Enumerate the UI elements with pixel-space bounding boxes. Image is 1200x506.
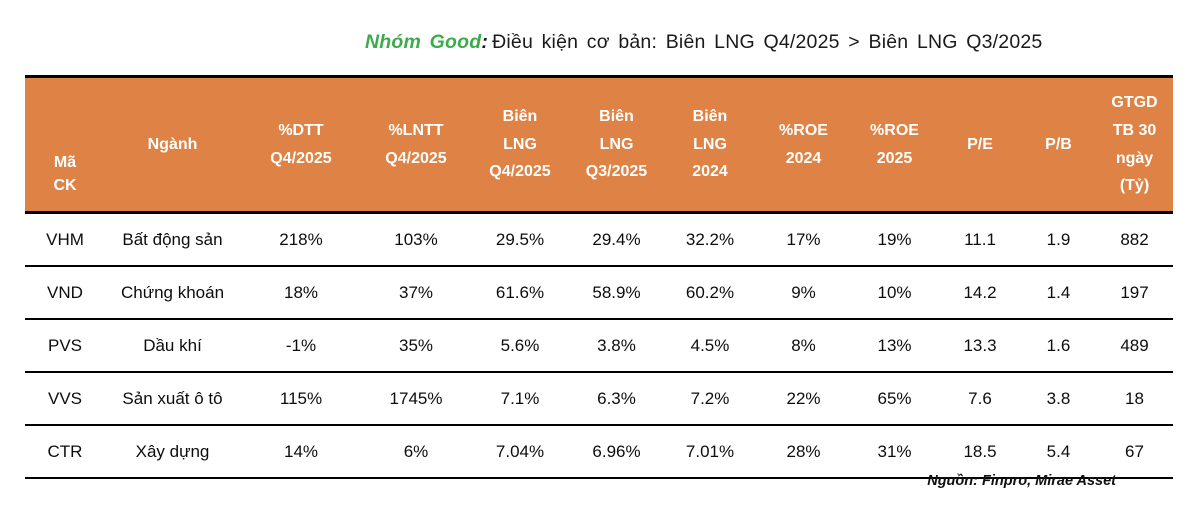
cell-roe-2025: 13% — [850, 319, 939, 373]
cell-pb: 1.4 — [1021, 266, 1096, 320]
column-header-roe-2025: %ROE 2025 — [850, 76, 939, 214]
cell-gtgd-tb-30-ngay: 882 — [1096, 212, 1173, 267]
cell-pe: 14.2 — [939, 266, 1021, 320]
cell-roe-2025: 31% — [850, 425, 939, 479]
cell-lntt-q4-2025: 35% — [362, 319, 470, 373]
cell-bien-lng-q4-2025: 61.6% — [470, 266, 570, 320]
cell-roe-2025: 19% — [850, 212, 939, 267]
cell-nganh: Sản xuất ô tô — [105, 372, 240, 426]
cell-roe-2025: 65% — [850, 372, 939, 426]
table-header: Mã CK Ngành %DTT Q4/2025 %LNTT Q4/2025 Biên … — [25, 76, 1173, 214]
column-header-pb: P/B — [1021, 76, 1096, 214]
cell-lntt-q4-2025: 37% — [362, 266, 470, 320]
cell-ma-ck: VHM — [25, 212, 105, 267]
cell-pb: 1.9 — [1021, 212, 1096, 267]
cell-dtt-q4-2025: 218% — [240, 212, 362, 267]
cell-pb: 1.6 — [1021, 319, 1096, 373]
cell-gtgd-tb-30-ngay: 197 — [1096, 266, 1173, 320]
cell-pb: 5.4 — [1021, 425, 1096, 479]
cell-pe: 7.6 — [939, 372, 1021, 426]
column-header-bien-lng-2024: Biên LNG 2024 — [663, 76, 757, 214]
title-condition: Điều kiện cơ bản: Biên LNG Q4/2025 > Biê… — [492, 31, 1043, 53]
cell-lntt-q4-2025: 1745% — [362, 372, 470, 426]
cell-lntt-q4-2025: 6% — [362, 425, 470, 479]
cell-gtgd-tb-30-ngay: 18 — [1096, 372, 1173, 426]
source-note: Nguồn: Finpro, Mirae Asset — [927, 473, 1116, 489]
column-header-gtgd-tb-30-ngay: GTGD TB 30 ngày (Tỷ) — [1096, 76, 1173, 214]
cell-bien-lng-q4-2025: 5.6% — [470, 319, 570, 373]
column-header-pe: P/E — [939, 76, 1021, 214]
stock-table: Mã CK Ngành %DTT Q4/2025 %LNTT Q4/2025 Biên … — [25, 75, 1173, 479]
cell-gtgd-tb-30-ngay: 489 — [1096, 319, 1173, 373]
cell-dtt-q4-2025: -1% — [240, 319, 362, 373]
table-row-CTR: CTR Xây dựng 14% 6% 7.04% 6.96% 7.01% 28% 31% 18.… — [25, 425, 1173, 479]
cell-pb: 3.8 — [1021, 372, 1096, 426]
cell-nganh: Dầu khí — [105, 319, 240, 373]
cell-ma-ck: PVS — [25, 319, 105, 373]
cell-roe-2024: 22% — [757, 372, 850, 426]
header-row: Mã CK Ngành %DTT Q4/2025 %LNTT Q4/2025 Biên … — [25, 76, 1173, 214]
column-header-nganh: Ngành — [105, 76, 240, 214]
cell-roe-2024: 17% — [757, 212, 850, 267]
cell-bien-lng-q3-2025: 29.4% — [570, 212, 663, 267]
cell-bien-lng-2024: 7.2% — [663, 372, 757, 426]
cell-lntt-q4-2025: 103% — [362, 212, 470, 267]
column-header-lntt-q4-2025: %LNTT Q4/2025 — [362, 76, 470, 214]
title-colon: : — [481, 31, 489, 53]
cell-ma-ck: VVS — [25, 372, 105, 426]
cell-nganh: Xây dựng — [105, 425, 240, 479]
cell-pe: 11.1 — [939, 212, 1021, 267]
cell-pe: 18.5 — [939, 425, 1021, 479]
cell-bien-lng-q3-2025: 6.96% — [570, 425, 663, 479]
cell-gtgd-tb-30-ngay: 67 — [1096, 425, 1173, 479]
cell-nganh: Bất động sản — [105, 212, 240, 267]
column-header-bien-lng-q4-2025: Biên LNG Q4/2025 — [470, 76, 570, 214]
cell-roe-2024: 9% — [757, 266, 850, 320]
cell-dtt-q4-2025: 18% — [240, 266, 362, 320]
cell-bien-lng-2024: 4.5% — [663, 319, 757, 373]
cell-nganh: Chứng khoán — [105, 266, 240, 320]
cell-roe-2024: 28% — [757, 425, 850, 479]
table-row-VHM: VHM Bất động sản 218% 103% 29.5% 29.4% 32.2% 17… — [25, 212, 1173, 267]
cell-bien-lng-q4-2025: 7.04% — [470, 425, 570, 479]
cell-bien-lng-q4-2025: 7.1% — [470, 372, 570, 426]
table-body: VHM Bất động sản 218% 103% 29.5% 29.4% 32.2% 17… — [25, 212, 1173, 479]
stock-table-wrapper: Mã CK Ngành %DTT Q4/2025 %LNTT Q4/2025 Biên … — [25, 75, 1173, 479]
cell-bien-lng-q3-2025: 3.8% — [570, 319, 663, 373]
cell-bien-lng-2024: 32.2% — [663, 212, 757, 267]
cell-roe-2024: 8% — [757, 319, 850, 373]
table-row-VVS: VVS Sản xuất ô tô 115% 1745% 7.1% 6.3% 7.2% 22%… — [25, 372, 1173, 426]
column-header-roe-2024: %ROE 2024 — [757, 76, 850, 214]
column-header-dtt-q4-2025: %DTT Q4/2025 — [240, 76, 362, 214]
cell-dtt-q4-2025: 14% — [240, 425, 362, 479]
page-title: Nhóm Good: Điều kiện cơ bản: Biên LNG Q4/… — [365, 31, 1042, 54]
cell-bien-lng-2024: 60.2% — [663, 266, 757, 320]
cell-ma-ck: CTR — [25, 425, 105, 479]
table-row-PVS: PVS Dầu khí -1% 35% 5.6% 3.8% 4.5% 8% 13% 13.3 1.6… — [25, 319, 1173, 373]
table-row-VND: VND Chứng khoán 18% 37% 61.6% 58.9% 60.2% 9% 10%… — [25, 266, 1173, 320]
cell-bien-lng-q3-2025: 6.3% — [570, 372, 663, 426]
group-name-highlight: Nhóm Good — [365, 31, 482, 53]
cell-dtt-q4-2025: 115% — [240, 372, 362, 426]
cell-pe: 13.3 — [939, 319, 1021, 373]
cell-bien-lng-q3-2025: 58.9% — [570, 266, 663, 320]
cell-bien-lng-q4-2025: 29.5% — [470, 212, 570, 267]
cell-roe-2025: 10% — [850, 266, 939, 320]
column-header-bien-lng-q3-2025: Biên LNG Q3/2025 — [570, 76, 663, 214]
cell-bien-lng-2024: 7.01% — [663, 425, 757, 479]
column-header-ma-ck: Mã CK — [25, 76, 105, 214]
cell-ma-ck: VND — [25, 266, 105, 320]
